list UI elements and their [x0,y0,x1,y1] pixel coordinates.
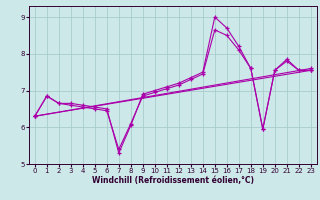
X-axis label: Windchill (Refroidissement éolien,°C): Windchill (Refroidissement éolien,°C) [92,176,254,185]
